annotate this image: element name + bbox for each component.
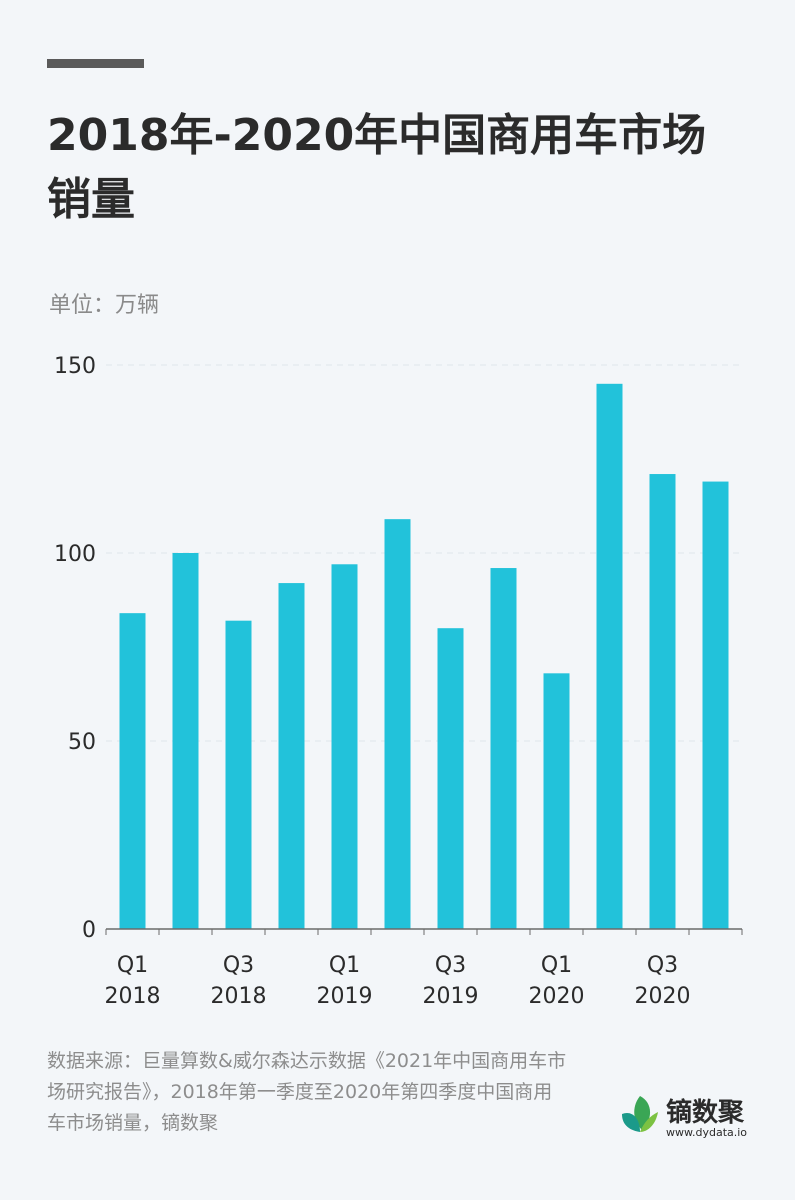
x-tick-label: 2020 bbox=[529, 984, 585, 1009]
bar bbox=[596, 383, 623, 929]
bar bbox=[331, 564, 358, 929]
x-tick-label: 2018 bbox=[211, 984, 267, 1009]
bar bbox=[649, 474, 676, 929]
bar bbox=[384, 519, 411, 929]
bar bbox=[278, 583, 305, 929]
y-tick-label: 150 bbox=[54, 354, 96, 379]
brand-logo[interactable]: 镝数聚 www.dydata.io bbox=[618, 1092, 768, 1142]
title-accent-bar bbox=[47, 59, 144, 68]
logo-name: 镝数聚 bbox=[666, 1098, 745, 1128]
x-tick-label: Q1 bbox=[117, 953, 148, 978]
bar bbox=[437, 628, 464, 929]
bar bbox=[543, 673, 570, 929]
y-tick-label: 100 bbox=[54, 542, 96, 567]
bar bbox=[490, 568, 517, 929]
x-tick-label: Q3 bbox=[435, 953, 466, 978]
unit-label: 单位：万辆 bbox=[49, 293, 160, 318]
bar bbox=[225, 620, 252, 929]
bar bbox=[119, 613, 146, 929]
x-tick-label: 2020 bbox=[635, 984, 691, 1009]
bar bbox=[172, 553, 199, 929]
x-tick-label: Q1 bbox=[329, 953, 360, 978]
bar-chart: 0 50 100 150 Q1 2018 Q3 2018 Q1 2019 Q3 2019 Q1 2020 Q… bbox=[54, 354, 743, 1009]
page-title: 2018年-2020年中国商用车市场销量 bbox=[47, 110, 707, 225]
x-tick-label: Q3 bbox=[223, 953, 254, 978]
bar bbox=[702, 481, 729, 929]
y-tick-label: 50 bbox=[68, 730, 96, 755]
source-note: 数据来源：巨量算数&威尔森达示数据《2021年中国商用车市场研究报告》，2018… bbox=[47, 1050, 567, 1134]
y-tick-label: 0 bbox=[82, 918, 96, 943]
x-tick-label: 2019 bbox=[423, 984, 479, 1009]
logo-url: www.dydata.io bbox=[666, 1126, 748, 1139]
leaf-logo-icon bbox=[622, 1096, 658, 1132]
x-tick-label: Q3 bbox=[647, 953, 678, 978]
x-tick-label: Q1 bbox=[541, 953, 572, 978]
x-tick-label: 2019 bbox=[317, 984, 373, 1009]
x-tick-label: 2018 bbox=[105, 984, 161, 1009]
